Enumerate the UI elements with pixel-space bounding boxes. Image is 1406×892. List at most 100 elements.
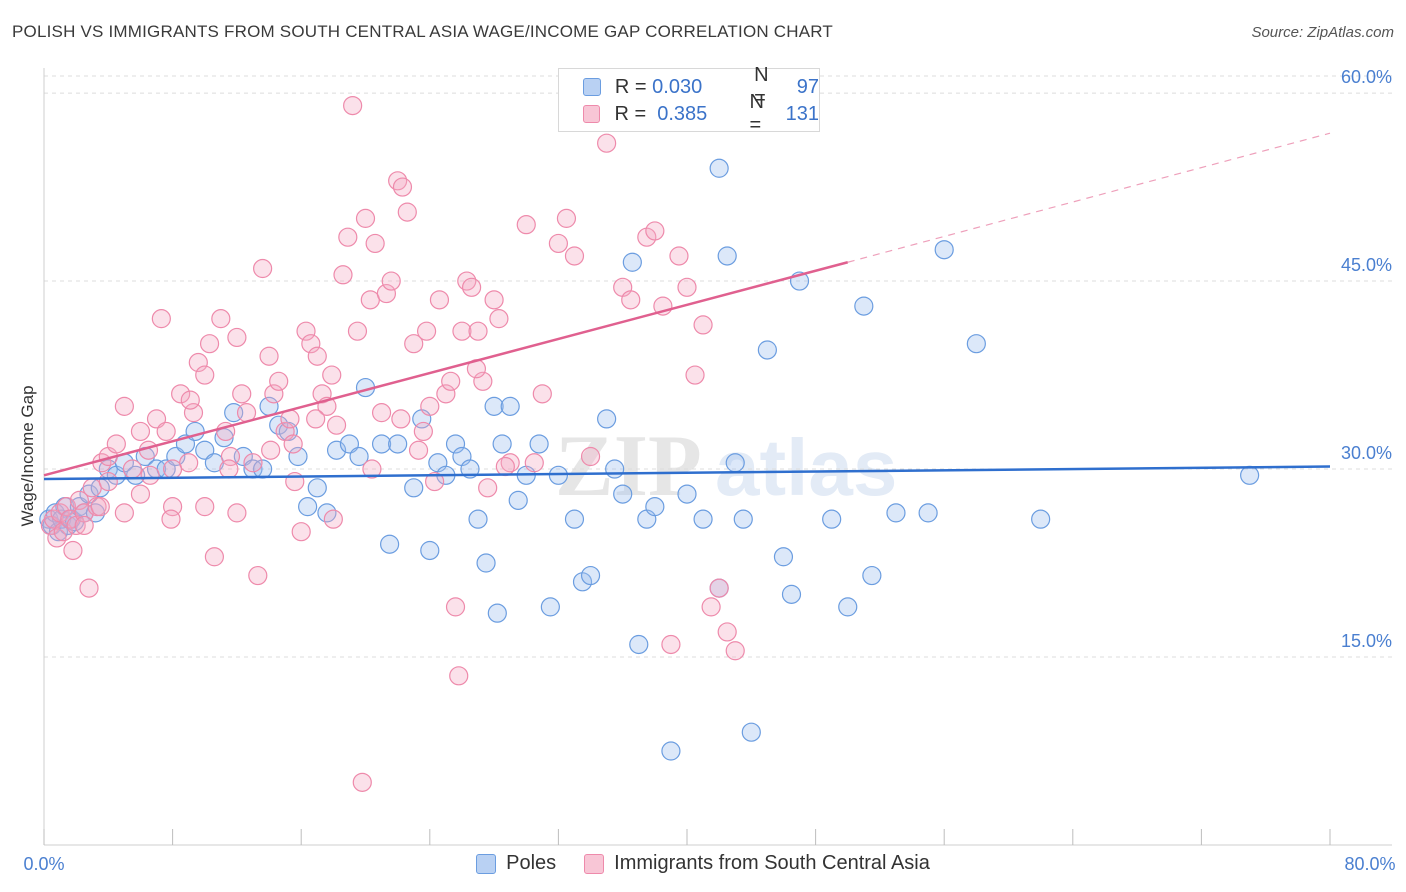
data-point: [179, 453, 199, 473]
legend-n-value-immigrants: 131: [785, 102, 819, 125]
data-point: [452, 321, 472, 341]
data-point: [74, 515, 94, 536]
data-point: [365, 233, 385, 254]
series-layer: [39, 95, 1260, 792]
data-point: [371, 403, 392, 423]
axes: [43, 68, 1392, 846]
series-legend: Poles Immigrants from South Central Asia: [0, 852, 1406, 875]
data-point: [645, 221, 665, 241]
data-point: [114, 503, 134, 523]
data-point: [98, 471, 118, 492]
data-point: [163, 459, 183, 479]
data-point: [685, 365, 705, 385]
data-point: [283, 434, 303, 454]
data-point: [508, 490, 528, 510]
trend-line-extension: [847, 132, 1331, 263]
data-point: [420, 396, 440, 416]
data-point: [492, 434, 512, 454]
data-point: [564, 509, 585, 529]
y-axis-title: Wage/Income Gap: [18, 385, 37, 526]
data-point: [629, 634, 649, 655]
data-point: [773, 547, 794, 567]
legend-swatch-poles: [476, 853, 497, 874]
data-point: [717, 622, 737, 642]
data-point: [460, 459, 480, 479]
watermark: ZIP atlas: [555, 418, 897, 515]
legend-r-label: R =: [614, 75, 647, 98]
data-point: [854, 296, 874, 316]
data-point: [371, 434, 392, 454]
data-point: [404, 478, 424, 498]
data-point: [253, 258, 273, 279]
data-point: [781, 584, 802, 604]
data-point: [301, 334, 321, 354]
data-point: [259, 346, 279, 366]
data-point: [413, 421, 433, 442]
trend-line: [43, 465, 1331, 481]
data-point: [580, 446, 601, 467]
data-point: [388, 434, 408, 454]
data-point: [140, 465, 160, 485]
legend-n-label: N =: [754, 64, 769, 109]
chart-source: Source: ZipAtlas.com: [1251, 24, 1394, 41]
data-point: [420, 540, 440, 561]
legend-swatch-poles: [583, 78, 601, 96]
data-point: [69, 490, 89, 510]
data-point: [79, 578, 99, 598]
data-point: [204, 547, 224, 567]
data-point: [621, 290, 641, 310]
data-point: [381, 271, 401, 291]
data-point: [966, 334, 986, 354]
data-point: [114, 396, 134, 416]
data-point: [487, 603, 507, 623]
data-point: [473, 371, 493, 391]
data-point: [717, 246, 737, 266]
data-point: [886, 503, 906, 523]
data-point: [476, 553, 496, 573]
data-point: [227, 327, 247, 348]
legend-r-value-poles: 0.030: [652, 75, 703, 98]
data-point: [306, 409, 326, 429]
data-point: [122, 459, 143, 479]
legend-n-value-poles: 97: [796, 75, 819, 98]
data-point: [441, 371, 461, 391]
data-point: [449, 666, 469, 686]
axis-labels: Wage/Income Gap 0.0% 80.0% 15.0% 30.0% 45.…: [18, 67, 1396, 874]
data-point: [219, 459, 239, 479]
y-tick-label: 45.0%: [1341, 255, 1392, 275]
data-point: [416, 321, 437, 341]
data-point: [677, 484, 697, 504]
data-point: [661, 634, 681, 655]
data-point: [532, 384, 552, 404]
data-point: [500, 396, 520, 416]
data-point: [669, 246, 689, 266]
data-point: [822, 509, 842, 529]
data-point: [548, 233, 569, 254]
data-point: [709, 578, 729, 598]
data-point: [556, 208, 577, 228]
data-point: [495, 456, 515, 477]
data-point: [291, 522, 311, 542]
data-point: [540, 597, 560, 617]
series-immigrants: [40, 95, 745, 792]
data-point: [195, 365, 215, 385]
data-point: [264, 384, 284, 404]
data-point: [461, 277, 482, 297]
data-point: [564, 246, 585, 266]
data-point: [701, 597, 721, 617]
data-point: [605, 459, 625, 479]
data-point: [355, 208, 376, 228]
legend-swatch-immigrants: [583, 105, 601, 123]
data-point: [243, 453, 263, 473]
data-point: [106, 434, 126, 454]
data-point: [333, 265, 353, 285]
legend-n-label: N =: [749, 91, 764, 136]
data-point: [429, 290, 450, 310]
data-point: [211, 309, 231, 329]
data-point: [343, 95, 363, 116]
data-point: [307, 478, 327, 498]
data-point: [741, 722, 761, 742]
data-point: [360, 290, 380, 310]
data-point: [298, 497, 318, 517]
data-point: [838, 597, 858, 617]
